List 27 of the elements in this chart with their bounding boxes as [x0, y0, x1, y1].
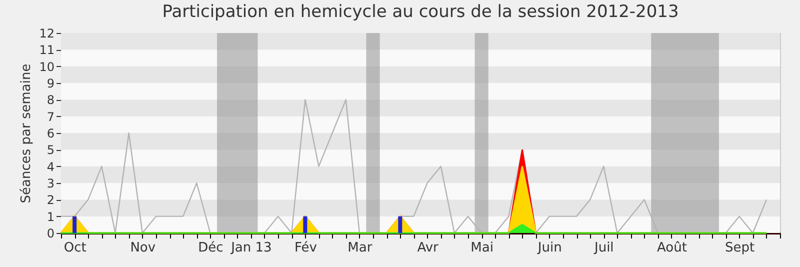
y-tick-label: 5: [46, 143, 54, 158]
y-tick-label: 7: [46, 110, 54, 124]
y-tick-label: 10: [39, 60, 54, 74]
y-tick-label: 3: [46, 176, 54, 190]
x-tick-label: Juin: [536, 240, 562, 256]
x-tick-label: Nov: [130, 240, 156, 256]
x-tick-label: Mar: [348, 240, 373, 256]
y-tick-label: 1: [46, 210, 54, 224]
x-tick-label: Mai: [470, 240, 494, 256]
x-tick-label: Juil: [593, 240, 614, 256]
y-tick-label: 8: [46, 93, 54, 108]
x-tick-label: Déc: [198, 240, 224, 256]
y-tick-label: 4: [46, 160, 54, 174]
y-tick-label: 12: [39, 26, 54, 40]
x-tick-label: Août: [656, 240, 687, 256]
y-tick-label: 0: [46, 226, 54, 240]
y-tick-label: 9: [46, 76, 54, 90]
x-tick-label: Jan 13: [230, 240, 272, 256]
y-tick-label: 2: [46, 193, 54, 208]
x-tick-label: Oct: [64, 240, 86, 256]
x-tick-label: Avr: [417, 240, 440, 256]
chart-title: Participation en hemicycle au cours de la session 2012-2013: [162, 2, 679, 22]
y-tick-label: 11: [39, 43, 54, 58]
y-tick-label: 6: [46, 126, 54, 140]
x-tick-label: Sept: [724, 240, 755, 256]
x-tick-label: Fév: [294, 240, 318, 256]
y-axis-title: Séances par semaine: [19, 64, 34, 204]
